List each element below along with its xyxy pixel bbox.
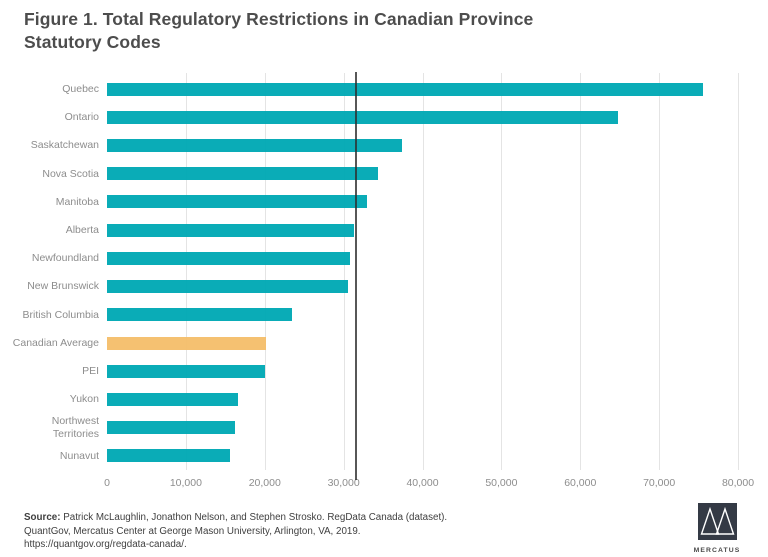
bar-new-brunswick [107, 280, 349, 294]
category-label: Nunavut [59, 449, 99, 462]
source-line3: https://quantgov.org/regdata-canada/. [24, 539, 187, 551]
category-label: Saskatchewan [30, 139, 99, 152]
category-label: British Columbia [22, 308, 99, 321]
gridline [422, 73, 424, 470]
x-axis-ticks: 0 10,000 20,000 30,000 40,000 50,000 60,000 70,… [0, 477, 768, 493]
category-label: Alberta [65, 223, 99, 236]
source-line1: Patrick McLaughlin, Jonathon Nelson, and… [63, 512, 448, 523]
bar-canadian-average [107, 336, 267, 350]
bar-northwest-territories [107, 421, 235, 435]
source-line2: QuantGov, Mercatus Center at George Maso… [24, 525, 361, 537]
gridline [738, 73, 739, 470]
page-title: Figure 1. Total Regulatory Restrictions … [24, 9, 534, 53]
reference-line [354, 72, 357, 480]
bar-pei [107, 364, 265, 378]
gridline [659, 73, 661, 470]
category-label: New Brunswick [27, 280, 99, 293]
x-tick-label: 50,000 [485, 477, 518, 489]
x-tick-label: 40,000 [406, 477, 439, 489]
x-tick-label: 70,000 [643, 477, 676, 489]
mercatus-logo-text: MERCATUS [693, 547, 741, 554]
x-tick-label: 0 [104, 477, 110, 489]
plot-area [107, 72, 739, 480]
bar-yukon [107, 392, 238, 406]
bar-british-columbia [107, 308, 293, 322]
gridline [185, 73, 187, 470]
x-tick-label: 20,000 [248, 477, 281, 489]
x-tick-label: 60,000 [564, 477, 597, 489]
category-label: Quebec [62, 82, 99, 95]
mercatus-logo: MERCATUS [688, 503, 746, 554]
bar-saskatchewan [107, 139, 402, 153]
source-label: Source: [24, 512, 61, 523]
bar-alberta [107, 223, 354, 237]
x-tick-label: 30,000 [327, 477, 360, 489]
category-label: Ontario [64, 111, 99, 124]
category-label: Canadian Average [12, 336, 99, 349]
gridline [580, 73, 582, 470]
bar-newfoundland [107, 251, 350, 265]
mercatus-logo-icon [697, 503, 737, 544]
gridline [501, 73, 503, 470]
category-label: Yukon [69, 393, 99, 406]
category-label: Nova Scotia [42, 167, 99, 180]
category-label: Northwest Territories [51, 415, 99, 440]
gridline [264, 73, 266, 470]
category-label: Newfoundland [31, 252, 99, 265]
source-note: Source: Patrick McLaughlin, Jonathon Nel… [24, 511, 554, 552]
bar-nunavut [107, 449, 231, 463]
category-label: PEI [82, 365, 99, 378]
x-tick-label: 10,000 [169, 477, 202, 489]
bar-quebec [107, 82, 704, 96]
bar-ontario [107, 110, 619, 124]
y-axis-labels: Quebec Ontario Saskatchewan Nova Scotia Mani… [0, 75, 103, 470]
bar-nova-scotia [107, 167, 379, 181]
category-label: Manitoba [55, 195, 99, 208]
bar-manitoba [107, 195, 368, 209]
x-tick-label: 80,000 [721, 477, 755, 489]
gridline [343, 73, 345, 470]
